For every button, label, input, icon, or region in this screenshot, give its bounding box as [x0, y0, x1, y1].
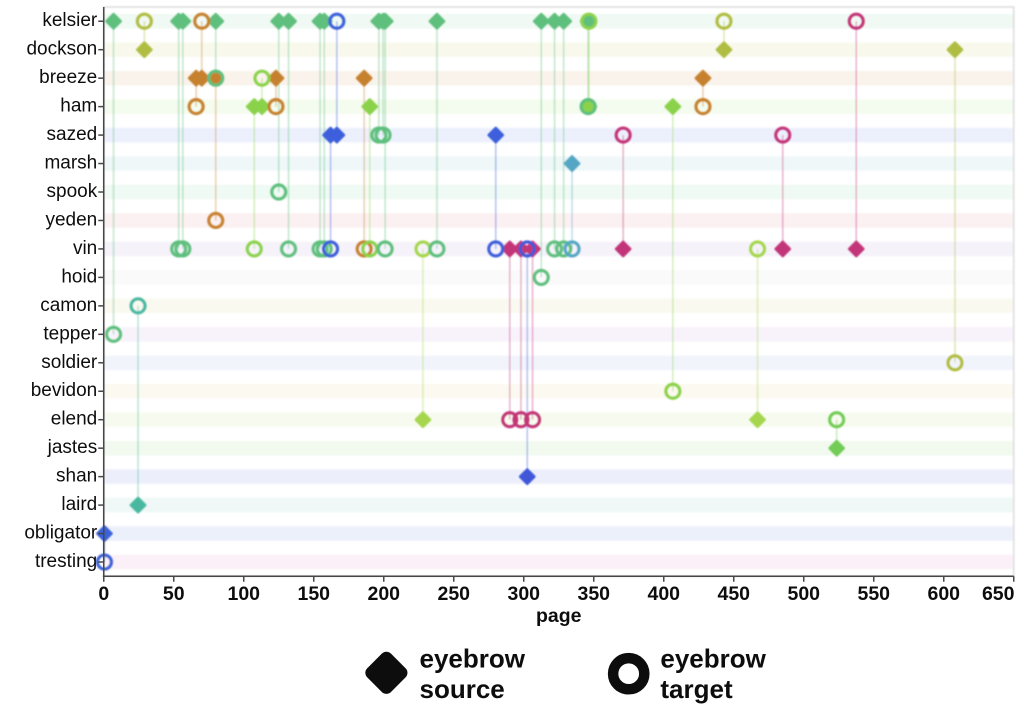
svg-text:marsh: marsh [44, 153, 97, 174]
svg-text:200: 200 [367, 583, 400, 605]
svg-text:obligator: obligator [24, 523, 98, 544]
svg-text:dockson: dockson [26, 39, 97, 60]
svg-text:target: target [660, 674, 733, 704]
svg-text:vin: vin [73, 238, 97, 259]
svg-text:eyebrow: eyebrow [660, 643, 766, 673]
svg-text:0: 0 [98, 583, 109, 605]
svg-text:tepper: tepper [43, 323, 98, 344]
svg-text:sazed: sazed [47, 124, 98, 145]
svg-text:yeden: yeden [45, 209, 97, 230]
svg-text:450: 450 [717, 583, 750, 605]
svg-text:source: source [420, 674, 505, 704]
svg-text:bevidon: bevidon [31, 380, 98, 401]
svg-text:breeze: breeze [39, 67, 97, 88]
svg-text:soldier: soldier [41, 352, 98, 373]
svg-text:250: 250 [437, 583, 470, 605]
svg-text:page: page [536, 605, 582, 627]
svg-text:kelsier: kelsier [42, 10, 98, 31]
svg-text:eyebrow: eyebrow [420, 643, 526, 673]
svg-text:elend: elend [51, 409, 98, 430]
svg-text:laird: laird [61, 494, 97, 515]
svg-text:100: 100 [227, 583, 260, 605]
svg-text:150: 150 [297, 583, 330, 605]
svg-text:350: 350 [577, 583, 610, 605]
svg-text:tresting: tresting [35, 551, 97, 572]
svg-text:jastes: jastes [47, 437, 98, 458]
svg-text:400: 400 [647, 583, 680, 605]
svg-text:550: 550 [857, 583, 890, 605]
svg-text:ham: ham [60, 96, 97, 117]
svg-text:600: 600 [927, 583, 960, 605]
svg-text:50: 50 [163, 583, 185, 605]
svg-text:spook: spook [47, 181, 98, 202]
svg-text:camon: camon [40, 295, 97, 316]
svg-text:650: 650 [982, 583, 1015, 605]
svg-text:hoid: hoid [61, 266, 97, 287]
svg-text:500: 500 [787, 583, 820, 605]
svg-text:shan: shan [56, 466, 97, 487]
svg-text:300: 300 [507, 583, 540, 605]
